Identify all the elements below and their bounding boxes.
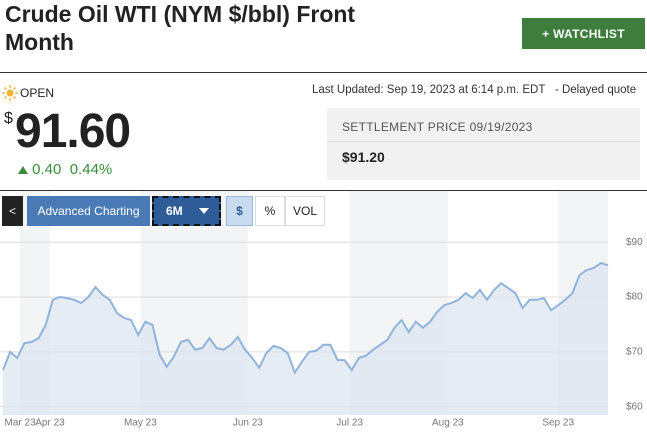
page-title: Crude Oil WTI (NYM $/bbl) Front Month bbox=[5, 1, 356, 55]
settlement-box bbox=[327, 108, 640, 180]
y-tick-label: $70 bbox=[626, 347, 643, 358]
area-fill bbox=[3, 263, 608, 415]
price: 91.60 bbox=[15, 105, 131, 158]
currency: $ bbox=[4, 110, 13, 127]
settlement-divider bbox=[327, 141, 640, 142]
back-button[interactable]: < bbox=[2, 196, 23, 226]
change: 0.40 0.44% bbox=[18, 161, 112, 178]
last-updated: Last Updated: Sep 19, 2023 at 6:14 p.m. … bbox=[312, 84, 647, 96]
x-tick-label: Apr 23 bbox=[35, 418, 65, 429]
y-tick-label: $60 bbox=[626, 401, 643, 412]
x-tick-label: May 23 bbox=[124, 418, 157, 429]
divider bbox=[0, 72, 647, 73]
x-tick-label: Aug 23 bbox=[432, 418, 464, 429]
y-tick-label: $90 bbox=[626, 237, 643, 248]
price-line bbox=[2, 261, 609, 375]
chart: $60 $70 $80 $90 Mar 23 Apr 23 May 23 Jun 23 Jul … bbox=[0, 190, 643, 429]
up-arrow bbox=[18, 166, 28, 174]
x-tick-label: Sep 23 bbox=[542, 418, 574, 429]
x-tick-label: Jul 23 bbox=[336, 418, 363, 429]
percent-button[interactable]: % bbox=[255, 196, 285, 226]
market-status: OPEN bbox=[20, 86, 55, 100]
watchlist-button[interactable]: + WATCHLIST bbox=[522, 18, 645, 49]
change-value: 0.40 bbox=[32, 161, 62, 178]
range-dropdown[interactable]: 6M bbox=[152, 196, 221, 226]
dropdown-caret bbox=[198, 208, 209, 214]
settlement-price: $91.20 bbox=[342, 149, 385, 165]
updated-time: Last Updated: Sep 19, 2023 at 6:14 p.m. … bbox=[312, 84, 546, 96]
delayed-note: - Delayed quote bbox=[554, 84, 637, 96]
settlement-label: SETTLEMENT PRICE 09/19/2023 bbox=[342, 120, 533, 134]
vol-button[interactable]: VOL bbox=[285, 196, 325, 226]
sun-icon bbox=[2, 85, 18, 101]
y-tick-label: $80 bbox=[626, 292, 643, 303]
advanced-charting-button[interactable]: Advanced Charting bbox=[27, 196, 150, 226]
change-percent: 0.44% bbox=[69, 161, 113, 178]
x-tick-label: Mar 23 bbox=[5, 418, 37, 429]
x-tick-label: Jun 23 bbox=[233, 418, 263, 429]
range-value: 6M bbox=[166, 204, 183, 218]
dollar-button[interactable]: $ bbox=[226, 196, 253, 226]
divider bbox=[0, 190, 647, 191]
